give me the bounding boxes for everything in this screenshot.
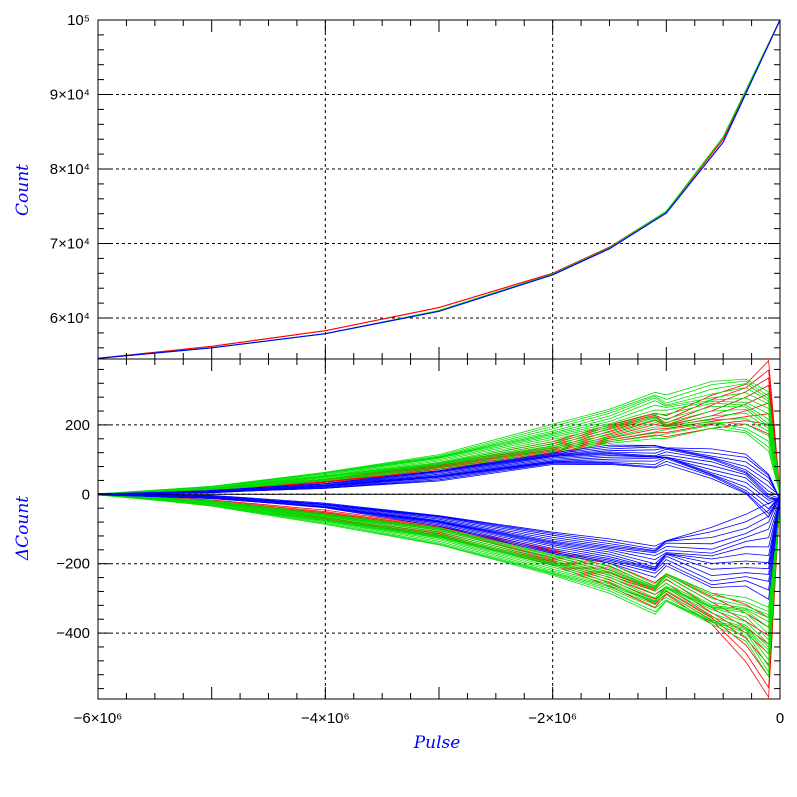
delta-series-line <box>97 444 781 500</box>
delta-series-line <box>97 494 781 655</box>
delta-series-line <box>97 494 781 556</box>
delta-series-line <box>97 422 781 495</box>
count-ytick-label: 7×10⁴ <box>50 236 90 253</box>
count-series-line <box>97 19 781 359</box>
delta-count-panel-grid <box>98 359 780 699</box>
pulse-xtick-label: −6×10⁶ <box>74 710 123 727</box>
pulse-xlabel: Pulse <box>413 733 461 753</box>
count-panel: 6×10⁴ 7×10⁴ 8×10⁴ 9×10⁴ 10⁵ Count <box>13 12 781 360</box>
delta-series-line <box>97 494 781 629</box>
delta-count-ylabel: ΔCount <box>13 496 33 561</box>
delta-count-panel-lines <box>97 359 781 699</box>
delta-series-line <box>97 456 781 501</box>
delta-series-line <box>97 456 781 505</box>
pulse-xtick-label: 0 <box>776 710 784 727</box>
delta-count-ytick-label: 0 <box>82 486 90 503</box>
delta-series-line <box>97 493 781 689</box>
delta-series-line <box>97 493 781 608</box>
delta-series-line <box>97 448 781 497</box>
delta-series-line <box>97 493 781 678</box>
delta-series-line <box>97 392 781 496</box>
count-panel-ticks: 6×10⁴ 7×10⁴ 8×10⁴ 9×10⁴ 10⁵ <box>50 12 781 359</box>
delta-series-line <box>97 493 781 613</box>
delta-series-line <box>97 493 781 619</box>
delta-series-line <box>97 494 781 600</box>
delta-series-line <box>97 458 781 510</box>
count-ytick-label: 10⁵ <box>67 12 90 29</box>
delta-series-line <box>97 494 781 561</box>
delta-series-line <box>97 378 781 495</box>
count-ytick-label: 9×10⁴ <box>50 87 90 104</box>
delta-series-line <box>97 402 781 495</box>
count-panel-grid <box>98 20 780 359</box>
delta-series-line <box>97 493 781 547</box>
count-series-line <box>97 19 781 359</box>
delta-count-ytick-label: −200 <box>56 556 90 573</box>
delta-series-line <box>97 397 781 495</box>
delta-series-line <box>97 494 781 656</box>
delta-series-line <box>97 446 781 499</box>
delta-count-ytick-label: −400 <box>56 625 90 642</box>
delta-count-panel-frame <box>97 358 781 700</box>
count-panel-lines <box>97 19 781 359</box>
count-ytick-label: 8×10⁴ <box>50 161 90 178</box>
delta-series-line <box>97 494 781 668</box>
delta-series-line <box>97 494 781 591</box>
delta-count-ytick-label: 200 <box>65 417 90 434</box>
delta-series-line <box>97 493 781 565</box>
delta-series-line <box>97 493 781 651</box>
delta-series-line <box>97 383 781 497</box>
count-ytick-label: 6×10⁴ <box>50 310 90 327</box>
pulse-xtick-label: −2×10⁶ <box>528 710 577 727</box>
delta-series-line <box>97 402 781 495</box>
count-ylabel: Count <box>13 164 33 216</box>
delta-series-line <box>97 424 781 495</box>
delta-series-line <box>97 421 781 495</box>
delta-series-line <box>97 493 781 699</box>
delta-series-line <box>97 494 781 661</box>
delta-series-line <box>97 493 781 645</box>
delta-series-line <box>97 493 781 641</box>
delta-series-line <box>97 418 781 495</box>
pulse-xtick-label: −4×10⁶ <box>301 710 350 727</box>
delta-series-line <box>97 447 781 497</box>
delta-series-line <box>97 400 781 495</box>
delta-count-panel-ticks: −400 −200 0 200 −6×10⁶ −4×10⁶ −2×10⁶ 0 <box>56 359 784 727</box>
delta-count-panel: −400 −200 0 200 −6×10⁶ −4×10⁶ −2×10⁶ 0 ΔCount P… <box>13 358 784 753</box>
delta-series-line <box>97 494 781 635</box>
delta-series-line <box>97 493 781 674</box>
